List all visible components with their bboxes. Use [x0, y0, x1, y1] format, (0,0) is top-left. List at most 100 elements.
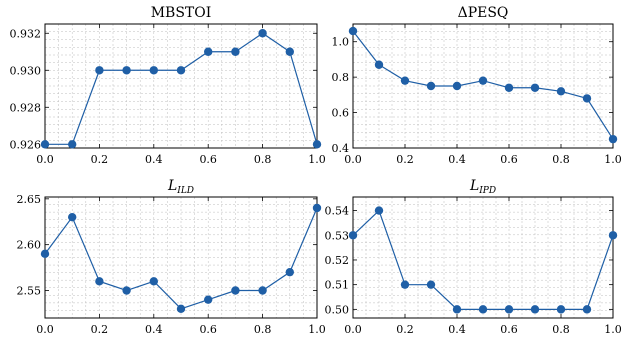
chart-title: LIPD [469, 178, 496, 196]
y-tick-label: 0.928 [10, 101, 42, 114]
data-point [426, 81, 436, 91]
chart-panel-1: 0.0 0.2 0.4 0.6 0.8 1.0 0.926 0.928 0.930 0.932 MB… [10, 5, 326, 166]
data-point [530, 83, 540, 92]
x-tick-label: 0.2 [91, 323, 109, 336]
axes-frame [352, 23, 614, 149]
x-tick-label: 0.4 [145, 323, 163, 336]
axes-frame [44, 23, 318, 149]
data-point [374, 206, 384, 215]
data-point [149, 277, 158, 286]
data-point [68, 212, 77, 222]
data-point [285, 47, 294, 56]
chart-title: ΔPESQ [458, 5, 509, 21]
x-tick-label: 0.4 [448, 153, 466, 166]
grid-lines [353, 197, 613, 318]
axes-frame [352, 196, 614, 319]
x-tick-label: 1.0 [308, 153, 326, 166]
data-point [582, 94, 592, 103]
x-tick-label: 0.6 [500, 323, 518, 336]
y-tick-label: 0.52 [325, 254, 350, 267]
data-point [400, 280, 410, 289]
x-tick-label: 0.8 [254, 323, 272, 336]
data-point [204, 47, 213, 56]
x-tick-label: 0.4 [145, 153, 163, 166]
chart-panel-3: 0.0 0.2 0.4 0.6 0.8 1.0 2.55 2.60 2.65 LILD [17, 178, 326, 336]
y-tick-label: 0.926 [10, 138, 42, 151]
data-point [556, 305, 566, 314]
data-point [258, 29, 267, 38]
data-point [504, 83, 514, 92]
x-tick-label: 0.2 [396, 323, 414, 336]
x-tick-label: 0.2 [396, 153, 414, 166]
y-tick-label: 2.60 [17, 239, 42, 252]
data-point [530, 305, 540, 314]
data-point [478, 76, 488, 85]
data-point [312, 140, 322, 149]
data-point [204, 295, 213, 304]
chart-title-subscript: IPD [478, 186, 496, 196]
chart-title-subscript: ILD [176, 186, 194, 196]
data-point [95, 277, 104, 286]
data-point [231, 47, 240, 56]
y-tick-label: 0.930 [10, 64, 42, 77]
data-point [122, 66, 131, 75]
data-point [452, 305, 462, 314]
y-tick-label: 0.8 [332, 71, 350, 84]
data-point [40, 249, 50, 259]
x-tick-label: 0.0 [36, 153, 54, 166]
data-point [478, 305, 488, 314]
x-tick-label: 0.6 [199, 153, 217, 166]
y-tick-label: 0.50 [325, 303, 350, 316]
data-point [608, 231, 618, 240]
x-tick-label: 0.0 [36, 323, 54, 336]
data-point [504, 305, 514, 314]
x-tick-label: 1.0 [604, 323, 622, 336]
data-point [348, 26, 358, 36]
data-point [95, 66, 104, 75]
x-tick-label: 0.0 [344, 153, 362, 166]
x-tick-label: 0.8 [254, 153, 272, 166]
y-tick-label: 0.53 [325, 229, 350, 242]
data-point [176, 304, 186, 314]
data-point [231, 286, 240, 295]
data-point [452, 81, 462, 91]
x-tick-label: 0.4 [448, 323, 466, 336]
data-point [285, 267, 294, 277]
chart-panel-4: 0.0 0.2 0.4 0.6 0.8 1.0 0.50 0.51 0.52 0.53 0.54 LI… [325, 178, 622, 336]
x-tick-label: 0.6 [199, 323, 217, 336]
chart-title: MBSTOI [151, 5, 212, 21]
x-tick-label: 0.8 [552, 153, 570, 166]
grid-lines [353, 24, 613, 148]
chart-panel-2: 0.0 0.2 0.4 0.6 0.8 1.0 0.4 0.6 0.8 1.0 ΔPESQ [332, 5, 622, 166]
data-point [400, 76, 410, 85]
y-tick-label: 0.4 [332, 142, 350, 155]
x-tick-label: 1.0 [308, 323, 326, 336]
x-tick-label: 0.0 [344, 323, 362, 336]
x-tick-label: 1.0 [604, 153, 622, 166]
data-point [348, 231, 358, 240]
chart-title: LILD [167, 178, 194, 196]
y-tick-label: 0.6 [332, 107, 350, 120]
data-point [258, 286, 267, 295]
y-tick-label: 0.54 [325, 205, 350, 218]
data-point [374, 60, 384, 69]
y-tick-label: 0.932 [10, 27, 42, 40]
y-tick-label: 2.55 [17, 285, 42, 298]
data-point [122, 286, 131, 295]
data-point [426, 280, 436, 289]
data-point [149, 66, 158, 75]
data-point [556, 87, 566, 96]
y-tick-label: 0.51 [325, 279, 350, 292]
x-tick-label: 0.6 [500, 153, 518, 166]
y-tick-label: 2.65 [17, 193, 42, 206]
data-point [582, 305, 592, 314]
data-point [312, 203, 322, 213]
data-point [608, 134, 618, 144]
grid-lines [45, 197, 317, 318]
data-point [40, 140, 50, 149]
data-point [176, 66, 186, 75]
y-tick-label: 1.0 [332, 36, 350, 49]
x-tick-label: 0.8 [552, 323, 570, 336]
x-tick-label: 0.2 [91, 153, 109, 166]
